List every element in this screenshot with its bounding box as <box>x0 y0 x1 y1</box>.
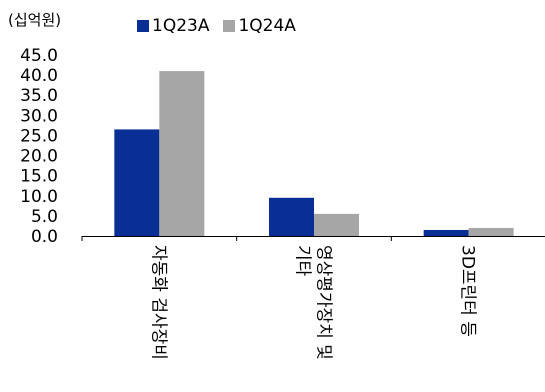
bar-1Q24A-0 <box>159 71 205 236</box>
y-tick-label-4: 20.0 <box>20 147 58 167</box>
y-tick-label-1: 5.0 <box>31 207 58 227</box>
legend-swatch-1q23a <box>137 20 149 32</box>
legend-item-1q23a: 1Q23A <box>137 16 209 36</box>
bar-1Q23A-2 <box>423 229 469 236</box>
legend-item-1q24a: 1Q24A <box>223 16 296 36</box>
y-tick-label-8: 40.0 <box>20 66 58 86</box>
legend-swatch-1q24a <box>223 20 236 32</box>
x-category-label-1-line-1: 기타 <box>293 245 313 277</box>
x-category-label-2-line-0: 3D프린터 등 <box>458 245 478 337</box>
legend: 1Q23A 1Q24A <box>137 16 310 36</box>
y-tick-label-0: 0.0 <box>31 227 58 247</box>
y-tick-label-3: 15.0 <box>20 167 58 187</box>
x-category-label-1: 영상평가장치 및기타 <box>293 245 334 360</box>
bar-1Q23A-0 <box>114 129 160 236</box>
bar-1Q24A-1 <box>314 213 359 236</box>
y-tick-label-9: 45.0 <box>20 46 58 66</box>
x-category-label-2: 3D프린터 등 <box>458 245 478 337</box>
x-category-label-0-line-0: 자동화 검사장비 <box>148 245 168 360</box>
y-tick-label-2: 10.0 <box>20 187 58 207</box>
y-tick-label-6: 30.0 <box>20 106 58 126</box>
x-category-label-1-line-0: 영상평가장치 및 <box>314 245 334 360</box>
unit-label: (십억원) <box>8 11 62 29</box>
legend-label-1q23a: 1Q23A <box>152 16 210 36</box>
y-tick-label-7: 35.0 <box>20 86 58 106</box>
bar-1Q23A-1 <box>269 197 314 236</box>
legend-label-1q24a: 1Q24A <box>238 16 296 36</box>
y-tick-label-5: 25.0 <box>20 126 58 146</box>
bar-1Q24A-2 <box>468 227 514 236</box>
x-category-label-0: 자동화 검사장비 <box>148 245 168 360</box>
